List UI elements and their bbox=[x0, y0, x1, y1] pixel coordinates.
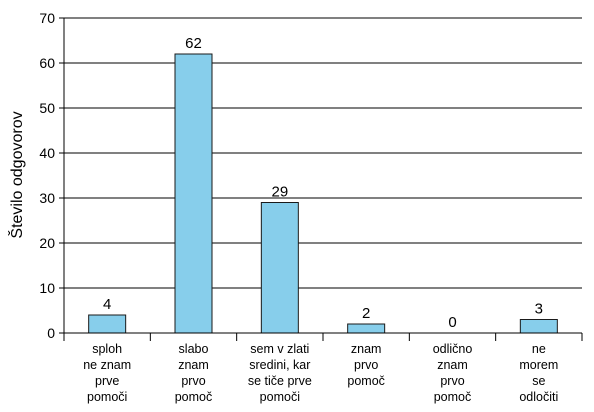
bar bbox=[174, 53, 213, 334]
category-labels: sploh ne znam prve pomoči slabo znam prvo pomoč… bbox=[83, 342, 558, 404]
y-tick-label: 40 bbox=[39, 145, 55, 161]
x-category-label: znam bbox=[437, 358, 468, 372]
x-category-label: sredini, kar bbox=[249, 358, 310, 372]
x-category-label: odlično bbox=[433, 342, 473, 356]
data-label: 4 bbox=[103, 296, 111, 313]
x-category-label: pomoč bbox=[434, 390, 472, 404]
bars bbox=[88, 53, 558, 334]
x-category-label: prve bbox=[95, 374, 119, 388]
y-tick-label: 30 bbox=[39, 190, 55, 206]
bar bbox=[519, 319, 558, 334]
gridlines bbox=[64, 17, 582, 289]
x-category-label: se tiče prve bbox=[248, 374, 312, 388]
data-label: 62 bbox=[185, 35, 202, 52]
x-category-label: pomoči bbox=[87, 390, 127, 404]
data-label: 3 bbox=[535, 301, 543, 318]
x-category-label: pomoč bbox=[347, 374, 385, 388]
data-label: 29 bbox=[271, 184, 288, 201]
y-axis-title: Število odgovorov bbox=[7, 111, 26, 238]
bar bbox=[347, 323, 386, 334]
x-category-label: sem v zlati bbox=[250, 342, 309, 356]
x-category-label: odločiti bbox=[519, 390, 558, 404]
y-axis-ticks: 0 10 20 30 40 50 60 70 bbox=[39, 10, 64, 341]
y-tick-label: 50 bbox=[39, 100, 55, 116]
data-labels: 4 62 29 2 0 3 bbox=[103, 35, 543, 331]
x-category-label: prvo bbox=[440, 374, 464, 388]
x-category-label: morem bbox=[519, 358, 558, 372]
x-category-label: znam bbox=[351, 342, 382, 356]
data-label: 0 bbox=[448, 314, 456, 331]
x-category-label: znam bbox=[178, 358, 209, 372]
y-tick-label: 60 bbox=[39, 55, 55, 71]
y-tick-label: 70 bbox=[39, 10, 55, 26]
data-label: 2 bbox=[362, 305, 370, 322]
x-category-label: prvo bbox=[181, 374, 205, 388]
x-category-label: se bbox=[532, 374, 545, 388]
x-category-label: ne bbox=[532, 342, 546, 356]
bar bbox=[88, 314, 127, 334]
x-axis bbox=[63, 18, 583, 341]
x-category-label: pomoči bbox=[260, 390, 300, 404]
x-category-label: ne znam bbox=[83, 358, 131, 372]
x-category-label: sploh bbox=[92, 342, 122, 356]
y-tick-label: 0 bbox=[47, 325, 55, 341]
bar bbox=[260, 202, 299, 334]
y-tick-label: 10 bbox=[39, 280, 55, 296]
x-category-label: slabo bbox=[179, 342, 209, 356]
x-category-label: pomoč bbox=[175, 390, 213, 404]
x-category-label: prvo bbox=[354, 358, 378, 372]
y-tick-label: 20 bbox=[39, 235, 55, 251]
